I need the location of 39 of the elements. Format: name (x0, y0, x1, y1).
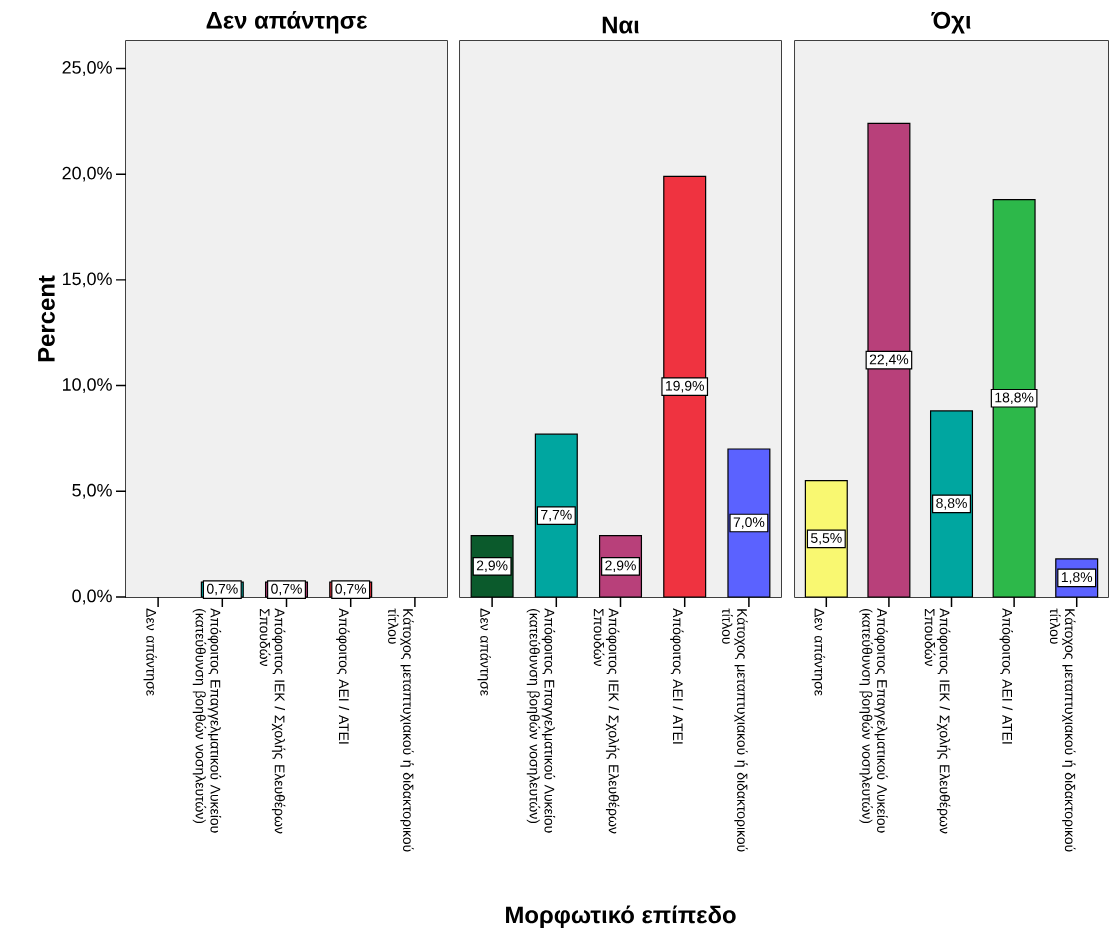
y-tick-label: 15,0% (63, 272, 112, 288)
data-label: 19,9% (666, 380, 704, 393)
x-tick-label: Απόφοιτος ΙΕΚ / Σχολής Ελευθέρων Σπουδών (593, 608, 620, 834)
x-tick-label: Απόφοιτος ΙΕΚ / Σχολής Ελευθέρων Σπουδών (259, 608, 286, 834)
chart-title: Όχι (931, 11, 971, 34)
data-label: 1,8% (1061, 572, 1093, 584)
chart-title: Δεν απάντησε (206, 10, 368, 34)
chart-title: Ναι (602, 16, 639, 34)
y-axis-title: Percent (38, 275, 55, 362)
y-tick-label: 25,0% (62, 61, 112, 76)
data-label: 0,7% (206, 583, 238, 596)
y-tick-label: 0,0% (72, 589, 112, 605)
x-axis-title: Μορφωτικό επίπεδο (506, 905, 736, 929)
data-label: 7,0% (733, 517, 765, 529)
x-tick-label: Δεν απάντησε (477, 608, 491, 696)
x-tick-label: Απόφοιτος ΑΕΙ / ΑΤΕΙ (336, 608, 350, 744)
data-label: 8,8% (936, 498, 967, 510)
x-tick-label: Κάτοχος μεταπτυχιακού ή διδακτορικού τίτλου (1049, 608, 1076, 852)
data-label: 7,7% (541, 509, 572, 522)
x-tick-label: Απόφοιτος ΑΕΙ / ΑΤΕΙ (999, 608, 1013, 744)
data-label: 2,9% (476, 560, 508, 573)
data-label: 0,7% (335, 583, 367, 596)
x-tick-label: Δεν απάντησε (143, 608, 157, 696)
y-tick-label: 20,0% (62, 166, 112, 182)
data-label: 5,5% (810, 533, 842, 545)
x-tick-label: Κάτοχος μεταπτυχιακού ή διδακτορικού τίτλου (388, 608, 414, 852)
x-tick-label: Απόφοιτος Επαγγελματικού Λυκείου (κατεύθυνση βοηθών νοσηλευτών) (859, 608, 888, 833)
x-tick-label: Δεν απάντησε (811, 608, 826, 696)
data-label: 2,9% (605, 560, 636, 573)
data-label: 0,7% (271, 583, 302, 596)
x-tick-label: Απόφοιτος ΙΕΚ / Σχολής Ελευθέρων Σπουδών (924, 608, 951, 834)
data-label: 18,8% (995, 392, 1034, 405)
data-label: 22,4% (869, 354, 909, 366)
x-tick-label: Κάτοχος μεταπτυχιακού ή διδακτορικού τίτλου (722, 608, 748, 852)
x-tick-label: Απόφοιτος ΑΕΙ / ΑΤΕΙ (670, 608, 684, 744)
y-tick-label: 5,0% (72, 483, 112, 499)
x-tick-label: Απόφοιτος Επαγγελματικού Λυκείου (κατεύθυνση βοηθών νοσηλευτών) (192, 608, 222, 833)
x-tick-label: Απόφοιτος Επαγγελματικού Λυκείου (κατεύθυνση βοηθών νοσηλευτών) (526, 608, 556, 833)
y-tick-label: 10,0% (63, 378, 112, 393)
